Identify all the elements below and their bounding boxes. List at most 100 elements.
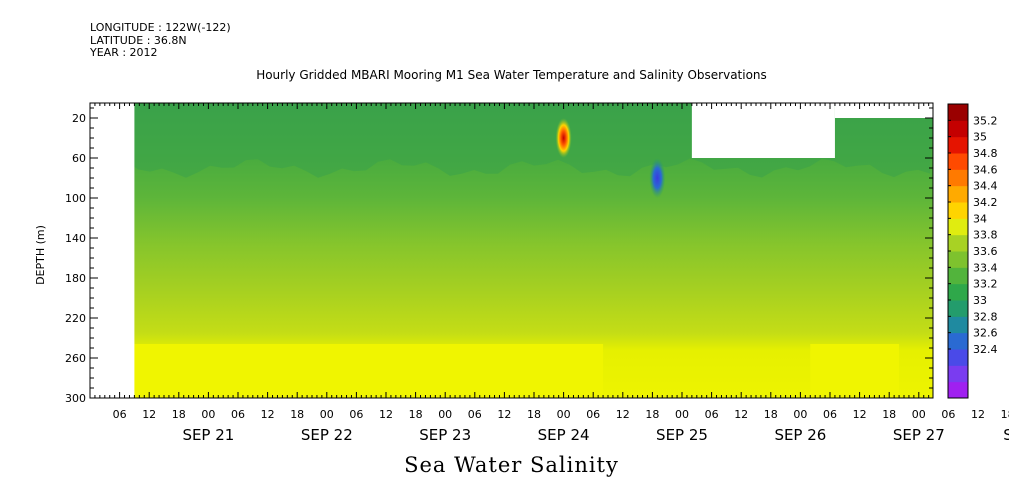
colorbar-swatch <box>948 381 968 399</box>
colorbar-label: 33.8 <box>973 229 998 242</box>
colorbar-swatch <box>948 120 968 138</box>
x-hour-label: 18 <box>527 408 541 421</box>
chart-caption: Sea Water Salinity <box>404 453 619 477</box>
colorbar-label: 34.2 <box>973 196 998 209</box>
y-tick-label: 140 <box>65 232 86 245</box>
year-label: YEAR : 2012 <box>90 46 158 59</box>
x-hour-label: 06 <box>231 408 245 421</box>
x-day-label: SEP 25 <box>656 426 708 444</box>
colorbar-swatch <box>948 169 968 187</box>
x-hour-label: 00 <box>438 408 452 421</box>
x-hour-label: 06 <box>705 408 719 421</box>
x-hour-label: 12 <box>853 408 867 421</box>
colorbar-label: 33.4 <box>973 261 998 274</box>
x-hour-label: 06 <box>941 408 955 421</box>
x-day-label: SEP 23 <box>419 426 471 444</box>
x-hour-label: 18 <box>645 408 659 421</box>
salinity-field <box>90 103 933 398</box>
latitude-label: LATITUDE : 36.8N <box>90 33 187 47</box>
x-hour-label: 00 <box>201 408 215 421</box>
x-day-label: SEP 24 <box>538 426 590 444</box>
x-hour-label: 06 <box>823 408 837 421</box>
colorbar-swatch <box>948 251 968 268</box>
colorbar-swatch <box>948 332 968 350</box>
colorbar-swatch <box>948 234 968 252</box>
colorbar-swatch <box>948 316 968 334</box>
x-hour-label: 00 <box>320 408 334 421</box>
colorbar-swatch <box>948 104 968 121</box>
y-tick-label: 300 <box>65 392 86 405</box>
colorbar-label: 35 <box>973 131 987 144</box>
colorbar-swatch <box>948 267 968 285</box>
salinity-anomaly-1 <box>649 158 666 198</box>
x-hour-label: 06 <box>586 408 600 421</box>
colorbar-label: 32.4 <box>973 343 998 356</box>
x-hour-label: 00 <box>557 408 571 421</box>
x-hour-label: 12 <box>497 408 511 421</box>
x-day-label: SEP 27 <box>893 426 945 444</box>
data-gap-1 <box>691 102 835 158</box>
x-day-label: SEP 21 <box>182 426 234 444</box>
colorbar-swatch <box>948 153 968 170</box>
chart-title: Hourly Gridded MBARI Mooring M1 Sea Wate… <box>256 68 767 82</box>
y-tick-label: 60 <box>72 152 86 165</box>
y-tick-label: 20 <box>72 112 86 125</box>
x-hour-label: 12 <box>616 408 630 421</box>
y-tick-label: 100 <box>65 192 86 205</box>
x-hour-label: 18 <box>882 408 896 421</box>
colorbar-label: 34.8 <box>973 147 998 160</box>
x-day-label: SEP 22 <box>301 426 353 444</box>
y-axis-label: DEPTH (m) <box>34 225 47 285</box>
x-hour-label: 06 <box>113 408 127 421</box>
x-hour-label: 06 <box>349 408 363 421</box>
colorbar-label: 35.2 <box>973 114 998 127</box>
salinity-anomaly-0 <box>555 118 572 158</box>
x-hour-label: 12 <box>261 408 275 421</box>
y-tick-label: 220 <box>65 312 86 325</box>
colorbar-label: 34.4 <box>973 180 998 193</box>
x-day-label: SEP 28 <box>1003 426 1009 444</box>
colorbar-swatch <box>948 136 968 154</box>
colorbar-label: 33.2 <box>973 278 998 291</box>
x-hour-label: 18 <box>172 408 186 421</box>
colorbar-swatch <box>948 349 968 366</box>
x-hour-label: 12 <box>379 408 393 421</box>
colorbar-label: 32.6 <box>973 327 998 340</box>
colorbar: 35.2 35 34.8 34.6 34.4 34.2 34 33.8 33.6 33.4 33.2… <box>947 103 998 399</box>
colorbar-label: 33.6 <box>973 245 998 258</box>
colorbar-label: 33 <box>973 294 987 307</box>
x-hour-label: 18 <box>1001 408 1009 421</box>
colorbar-label: 34 <box>973 212 987 225</box>
data-gap-0 <box>90 102 135 398</box>
colorbar-swatch <box>948 365 968 383</box>
y-tick-label: 180 <box>65 272 86 285</box>
colorbar-swatch <box>948 185 968 203</box>
header-info: LONGITUDE : 122W(-122) LATITUDE : 36.8N … <box>90 21 231 60</box>
x-hour-label: 12 <box>142 408 156 421</box>
longitude-label: LONGITUDE : 122W(-122) <box>90 21 231 34</box>
x-hour-label: 00 <box>793 408 807 421</box>
x-hour-label: 06 <box>468 408 482 421</box>
x-hour-label: 18 <box>409 408 423 421</box>
data-gaps <box>90 102 933 398</box>
y-tick-label: 260 <box>65 352 86 365</box>
plot-frame <box>89 102 934 399</box>
y-axis: 20 60 100 140 180 220 260 300 <box>65 107 933 405</box>
colorbar-swatch <box>948 218 968 236</box>
x-day-label: SEP 26 <box>774 426 826 444</box>
salinity-anomalies <box>555 118 666 198</box>
x-hour-label: 12 <box>971 408 985 421</box>
colorbar-label: 32.8 <box>973 310 998 323</box>
x-hour-label: 00 <box>912 408 926 421</box>
x-hour-label: 18 <box>764 408 778 421</box>
salinity-band-deep-0 <box>134 344 604 398</box>
colorbar-swatch <box>948 202 968 219</box>
x-axis: 06 12 18 00 06 12 18 00 06 12 18 00 06 12 18 00 06 12 18 00… <box>94 103 1009 444</box>
salinity-band-deep-1 <box>810 344 900 398</box>
x-hour-label: 12 <box>734 408 748 421</box>
colorbar-swatch <box>948 283 968 301</box>
colorbar-label: 34.6 <box>973 163 998 176</box>
colorbar-swatch <box>948 300 968 317</box>
x-hour-label: 18 <box>290 408 304 421</box>
